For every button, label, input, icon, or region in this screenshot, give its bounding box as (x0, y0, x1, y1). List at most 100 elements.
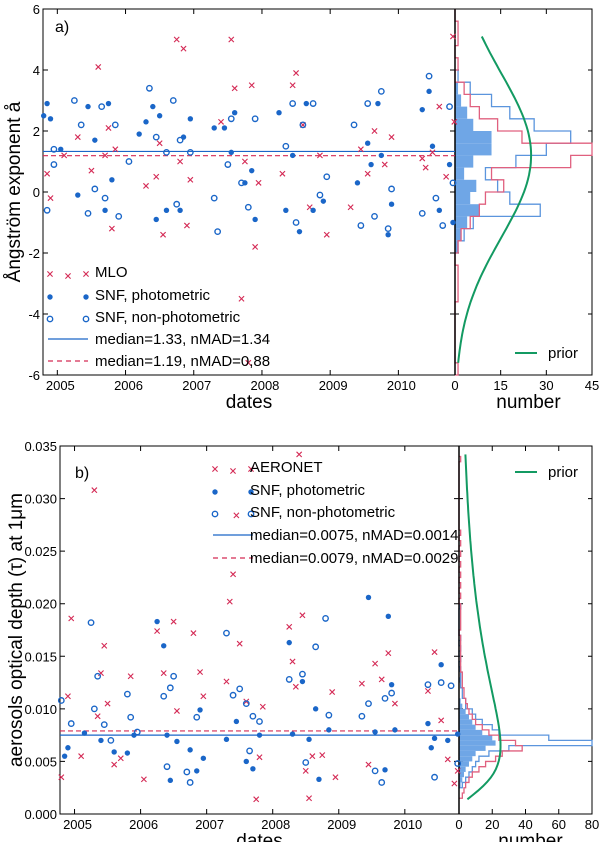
reference-point (365, 761, 372, 768)
hist-bar-snf-photometric (459, 761, 469, 767)
snf-photometric-point (47, 116, 54, 122)
hist-x-tick-label: 60 (552, 817, 566, 832)
hist-bar-snf-photometric (459, 677, 461, 683)
hist-bar-snf-photometric (459, 777, 463, 783)
reference-point (289, 658, 296, 665)
reference-point (58, 774, 65, 781)
hist-snf-all (458, 603, 593, 789)
snf-photometric-point (276, 110, 282, 116)
snf-photometric-point (194, 768, 200, 774)
hist-bar-snf-photometric (455, 167, 465, 180)
snf-nonphotometric-point (437, 679, 445, 686)
legend-prior-label: prior (548, 464, 578, 481)
snf-photometric-point (326, 727, 332, 733)
reference-point (233, 512, 240, 519)
snf-nonphotometric-point (87, 619, 95, 627)
snf-photometric-point (164, 732, 170, 738)
hist-bar-snf-photometric (459, 782, 461, 788)
legend-label: median=0.0075, nMAD=0.0014 (250, 527, 458, 544)
reference-point (424, 687, 431, 694)
legend-marker-snf-nonphotometric (211, 510, 219, 518)
hist-bar-snf-photometric (455, 192, 471, 205)
snf-photometric-point (221, 125, 228, 131)
snf-photometric-point (306, 736, 312, 743)
reference-point (357, 146, 364, 153)
reference-point (140, 776, 147, 783)
snf-nonphotometric-point (323, 173, 331, 181)
snf-photometric-point (102, 207, 108, 213)
snf-nonphotometric-point (127, 713, 135, 721)
hist-x-tick-label: 0 (451, 378, 458, 393)
snf-photometric-point (431, 735, 438, 741)
snf-photometric-point (378, 152, 385, 159)
snf-nonphotometric-point (173, 200, 181, 208)
x-tick-label: 2005 (63, 817, 92, 832)
snf-nonphotometric-point (125, 158, 133, 165)
snf-nonphotometric-point (57, 697, 65, 704)
snf-nonphotometric-point (210, 194, 218, 202)
hist-x-tick-label: 15 (493, 378, 507, 393)
snf-nonphotometric-point (146, 84, 153, 92)
reference-point (252, 243, 259, 250)
y-tick-label: 0.035 (24, 439, 57, 454)
reference-point (197, 669, 204, 676)
x-tick-label: 2008 (261, 817, 290, 832)
legend-marker-reference (248, 466, 254, 472)
snf-photometric-point (296, 228, 303, 235)
snf-nonphotometric-point (384, 225, 392, 233)
reference-point (102, 152, 109, 159)
hist-bar-snf-photometric (459, 708, 466, 715)
snf-photometric-point (454, 731, 461, 737)
snf-nonphotometric-point (424, 681, 432, 689)
hist-bar-snf-photometric (459, 745, 486, 751)
snf-photometric-point (233, 718, 240, 725)
reference-point (253, 796, 260, 803)
snf-photometric-point (425, 720, 431, 727)
snf-photometric-point (388, 681, 395, 688)
x-tick-label: 2007 (182, 378, 211, 393)
legend-marker-snf-photometric (47, 294, 53, 300)
snf-nonphotometric-point (227, 115, 235, 123)
snf-nonphotometric-point (246, 747, 253, 755)
reference-point (323, 231, 330, 238)
reference-point (364, 170, 371, 177)
reference-point (302, 767, 309, 774)
reference-point (105, 124, 112, 131)
snf-photometric-point (143, 119, 149, 125)
x-tick-label: 2010 (387, 378, 416, 393)
snf-nonphotometric-point (446, 103, 453, 111)
panel-b-optical-depth: 0.000 0.005 0.010 0.015 0.020 0.025 0.030 0.035… (6, 439, 599, 842)
hist-bar-snf-photometric (459, 766, 466, 772)
legend-marker-reference (47, 271, 53, 277)
snf-photometric-point (436, 207, 443, 213)
snf-nonphotometric-point (377, 87, 385, 95)
snf-photometric-point (252, 216, 258, 223)
y-tick-label: 0 (33, 185, 40, 200)
reference-point (154, 628, 161, 635)
hist-bar-snf-photometric (455, 118, 474, 131)
snf-nonphotometric-point (388, 185, 395, 193)
reference-point (173, 707, 180, 714)
snf-photometric-point (200, 755, 207, 761)
reference-point (95, 63, 102, 70)
snf-photometric-point (61, 753, 68, 759)
snf-nonphotometric-point (100, 721, 108, 729)
snf-photometric-point (256, 732, 263, 738)
y-tick-label: 0.005 (24, 754, 57, 769)
snf-nonphotometric-point (299, 121, 307, 129)
snf-nonphotometric-point (223, 629, 230, 637)
snf-nonphotometric-point (94, 672, 102, 680)
snf-photometric-point (283, 207, 289, 213)
snf-nonphotometric-point (152, 133, 160, 141)
snf-nonphotometric-point (350, 121, 358, 129)
hist-bar-snf-photometric (459, 724, 476, 730)
snf-photometric-point (124, 750, 131, 756)
snf-nonphotometric-point (77, 121, 85, 129)
y-tick-label: 0.025 (24, 544, 57, 559)
snf-nonphotometric-point (316, 191, 324, 199)
snf-photometric-point (58, 146, 64, 152)
reference-point (190, 630, 197, 637)
reference-point (319, 752, 326, 759)
snf-photometric-point (388, 201, 395, 207)
